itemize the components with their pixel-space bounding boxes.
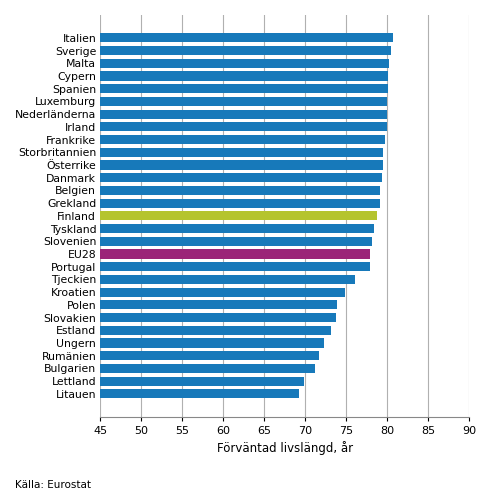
Bar: [101, 389, 299, 398]
Bar: [101, 364, 315, 373]
Bar: [101, 211, 377, 220]
Bar: [101, 237, 372, 246]
Bar: [101, 339, 324, 347]
Bar: [101, 84, 388, 93]
Bar: [101, 71, 388, 81]
Bar: [101, 275, 355, 284]
Bar: [101, 122, 387, 131]
Bar: [101, 160, 383, 170]
Bar: [101, 186, 381, 195]
Bar: [101, 262, 370, 271]
Bar: [101, 97, 387, 106]
Bar: [101, 109, 387, 119]
Bar: [101, 224, 374, 233]
Bar: [101, 377, 303, 386]
Bar: [101, 249, 370, 258]
Bar: [101, 46, 391, 55]
Bar: [101, 198, 380, 208]
Bar: [101, 33, 393, 43]
Bar: [101, 173, 382, 182]
Bar: [101, 351, 319, 360]
Bar: [101, 135, 384, 144]
Bar: [101, 313, 336, 322]
Text: Källa: Eurostat: Källa: Eurostat: [15, 480, 91, 490]
X-axis label: Förväntad livslängd, år: Förväntad livslängd, år: [217, 441, 353, 455]
Bar: [101, 288, 345, 297]
Bar: [101, 148, 383, 157]
Bar: [101, 300, 337, 309]
Bar: [101, 59, 389, 68]
Bar: [101, 326, 331, 335]
